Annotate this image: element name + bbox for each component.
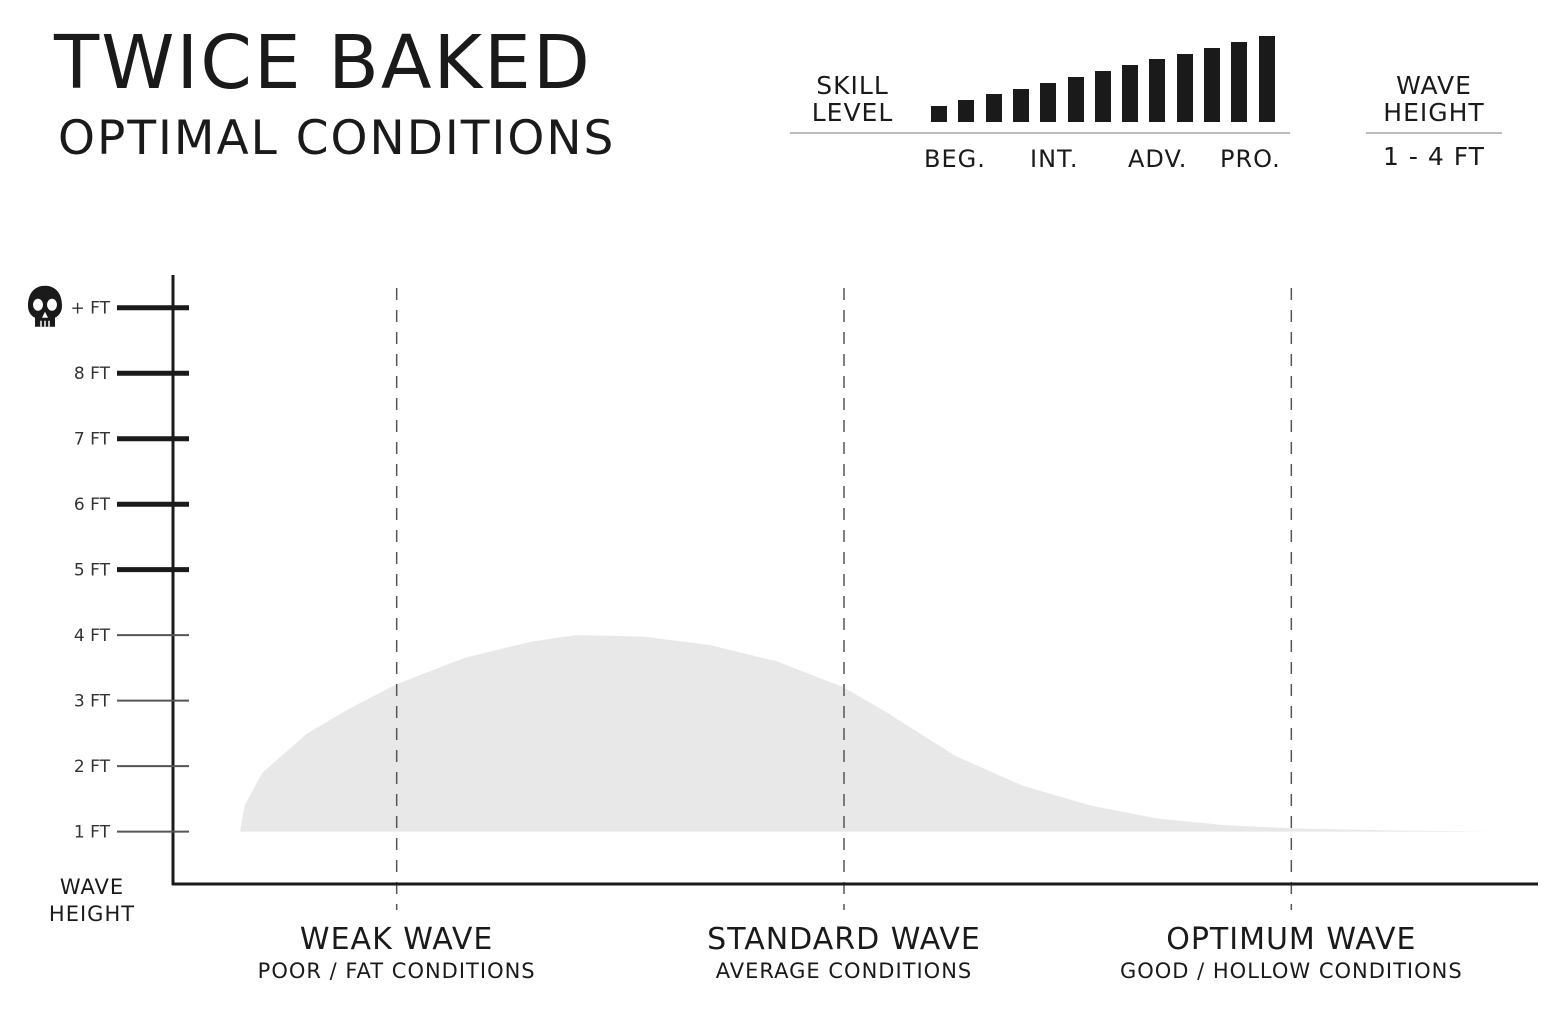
skill-bar: [1012, 88, 1029, 122]
y-axis-label-line2: HEIGHT: [48, 902, 136, 926]
y-tick-label: 6 FT: [74, 495, 111, 515]
skill-bar: [1122, 65, 1139, 122]
grid-layer: [395, 288, 1293, 910]
y-tick-label: 5 FT: [74, 561, 111, 581]
skill-label-line1: SKILL: [816, 71, 889, 100]
skill-level-label: SKILL LEVEL: [790, 72, 915, 126]
category-weak-wave-subtitle: POOR / FAT CONDITIONS: [257, 959, 536, 983]
skill-bar: [1067, 76, 1084, 122]
page-subtitle: OPTIMAL CONDITIONS: [58, 111, 616, 166]
y-tick-label: 7 FT: [74, 430, 111, 450]
category-standard-wave-title: STANDARD WAVE: [707, 922, 981, 957]
wave-range-area: [240, 635, 1493, 832]
wave-height-range: 1 - 4 FT: [1383, 142, 1485, 171]
skill-divider: [790, 132, 1290, 134]
y-tick-label: 8 FT: [74, 364, 111, 384]
skill-bar: [1176, 53, 1193, 122]
skill-bar: [1094, 71, 1111, 122]
category-standard-wave-subtitle: AVERAGE CONDITIONS: [715, 959, 973, 983]
category-optimum-wave-title: OPTIMUM WAVE: [1166, 922, 1417, 957]
y-tick-label: 1 FT: [74, 823, 111, 843]
skill-bar: [1149, 59, 1166, 122]
skill-bar: [1258, 36, 1275, 122]
skill-bar: [1040, 82, 1057, 122]
page-title: TWICE BAKED: [54, 20, 592, 106]
skill-tier-intermediate: INT.: [1030, 145, 1079, 173]
tick-layer: 1 FT 2 FT 3 FT 4 FT 5 FT 6 FT 7 FT 8 FT + FT: [28, 285, 189, 843]
category-optimum-wave-subtitle: GOOD / HOLLOW CONDITIONS: [1119, 959, 1463, 983]
y-tick-label: 2 FT: [74, 757, 111, 777]
y-axis-label: WAVE HEIGHT: [40, 874, 144, 928]
skill-tier-beginner: BEG.: [924, 145, 986, 173]
wave-height-badge-line2: HEIGHT: [1383, 98, 1485, 127]
skill-bar: [1231, 41, 1248, 122]
skill-tier-advanced: ADV.: [1128, 145, 1188, 173]
skill-label-line2: LEVEL: [811, 98, 894, 127]
skill-bar: [958, 100, 975, 122]
y-tick-label: + FT: [70, 299, 110, 319]
wave-height-badge-line1: WAVE: [1396, 71, 1472, 100]
y-tick-label: 4 FT: [74, 626, 111, 646]
area-layer: [240, 635, 1493, 832]
y-axis-label-line1: WAVE: [59, 875, 125, 899]
skill-tier-pro: PRO.: [1220, 145, 1281, 173]
skull-icon: [28, 285, 62, 327]
wave-height-divider: [1366, 132, 1502, 134]
y-tick-label: 3 FT: [74, 692, 111, 712]
axis-layer: [171, 275, 1538, 886]
skill-bar: [985, 94, 1002, 122]
category-weak-wave-title: WEAK WAVE: [299, 922, 494, 957]
skill-bar: [1204, 47, 1220, 122]
wave-height-badge-label: WAVE HEIGHT: [1366, 72, 1502, 126]
skill-bar: [931, 106, 947, 122]
